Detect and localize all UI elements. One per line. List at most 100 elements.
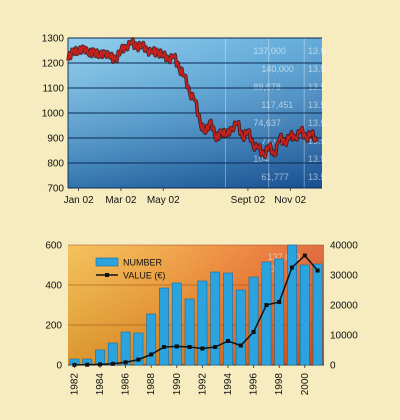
left-y-tick-label: 200 [45, 321, 62, 332]
value-point [290, 265, 294, 270]
background-number: 137,000 [253, 46, 286, 56]
x-axis-ticks: 1982 1984 1986 1988 1990 1992 1994 1996 1998 2000 [69, 365, 311, 396]
x-tick-label: Sept 02 [231, 195, 266, 206]
x-tick-label: 1992 [197, 373, 208, 396]
x-tick-label: 1986 [121, 373, 132, 396]
background-number: 13.5 [308, 46, 326, 56]
bar [197, 280, 208, 366]
background-number: 61,777 [261, 172, 289, 182]
right-y-tick-label: 20000 [330, 301, 358, 312]
right-y-axis-ticks: 0 10000 20000 30000 40000 [330, 241, 358, 372]
x-tick-label: Nov 02 [274, 195, 306, 206]
x-tick-label: 1996 [249, 373, 260, 396]
value-point [162, 345, 166, 349]
right-y-tick-label: 30000 [330, 271, 358, 282]
bar [287, 244, 297, 366]
x-tick-label: 1984 [95, 373, 106, 396]
x-tick-label: Jan 02 [64, 195, 94, 206]
y-tick-label: 700 [47, 184, 64, 195]
background-number: 13.5 [308, 154, 326, 164]
bar [223, 272, 233, 366]
background-number: 77,015 [261, 136, 289, 146]
value-point [315, 268, 320, 273]
background-number: 13.5 [308, 118, 326, 128]
x-tick-label: 1998 [274, 373, 285, 396]
value-point [238, 343, 243, 348]
right-y-tick-label: 40000 [330, 241, 358, 252]
background-number: 104 [253, 154, 268, 164]
y-axis-ticks: 700 800 900 1000 1100 1200 1300 [42, 34, 65, 195]
x-tick-label: Mar 02 [105, 195, 137, 206]
y-tick-label: 1200 [42, 59, 65, 70]
left-y-tick-label: 0 [56, 361, 62, 372]
bar [120, 331, 131, 366]
left-y-tick-label: 400 [45, 281, 62, 292]
bar [184, 298, 195, 366]
legend-swatch-bar [95, 257, 119, 267]
x-axis-ticks: Jan 02 Mar 02 May 02 Sept 02 Nov 02 [64, 188, 307, 206]
background-number: 137,000 [268, 252, 301, 262]
value-point [136, 357, 141, 362]
bar [107, 342, 118, 366]
bar [133, 332, 144, 366]
value-point [226, 339, 230, 343]
background-number: 89,678 [253, 82, 281, 92]
background-number: 13.5 [308, 82, 326, 92]
background-number: 13.5 [308, 64, 326, 74]
value-point [174, 344, 179, 349]
y-tick-label: 1300 [42, 34, 65, 45]
x-tick-label: 2000 [300, 373, 311, 396]
value-point [200, 346, 205, 351]
bar [248, 276, 259, 366]
x-tick-label: 1988 [146, 373, 157, 396]
value-point [110, 361, 115, 366]
left-y-axis-ticks: 0 200 400 600 [45, 241, 62, 372]
y-tick-label: 1100 [42, 84, 64, 95]
right-y-tick-label: 0 [330, 361, 336, 372]
value-point [213, 345, 218, 349]
legend: NUMBER VALUE (€) [95, 257, 165, 281]
background-number: 117,451 [261, 100, 293, 110]
value-point [149, 352, 154, 357]
value-point [302, 253, 307, 258]
background-number: 13.5 [308, 172, 326, 182]
bar [235, 289, 246, 366]
number-bars [69, 244, 323, 366]
y-tick-label: 900 [47, 134, 64, 145]
value-line-path [74, 254, 319, 366]
value-point [251, 330, 256, 334]
y-tick-label: 1000 [42, 109, 65, 120]
background-number: 13.5 [308, 100, 326, 110]
bar [146, 313, 157, 366]
bar [312, 263, 323, 366]
grid-lines [67, 37, 322, 189]
stock-line-chart: 137,000 140,000 89,678 117,451 74,637 77,015 1… [42, 34, 326, 207]
left-y-tick-label: 600 [45, 241, 62, 252]
right-y-tick-label: 10000 [330, 331, 358, 342]
legend-swatch-marker [105, 273, 109, 277]
background-number: 74,637 [253, 118, 281, 128]
value-point [72, 362, 77, 367]
y-tick-label: 800 [47, 159, 64, 170]
value-point [85, 362, 90, 367]
series-line [66, 37, 319, 159]
x-tick-label: May 02 [147, 195, 180, 206]
bar [274, 258, 285, 366]
x-tick-label: 1994 [223, 373, 234, 396]
x-tick-label: 1982 [69, 373, 80, 396]
value-point [277, 300, 282, 304]
bar [159, 287, 169, 366]
value-point [187, 345, 192, 349]
bar [171, 282, 182, 366]
bar [299, 264, 310, 366]
value-point [264, 303, 269, 307]
value-point [98, 362, 102, 367]
value-line [72, 253, 320, 367]
background-number: 140,000 [261, 64, 294, 74]
legend-label: NUMBER [123, 258, 163, 268]
series-line [67, 38, 318, 159]
x-tick-label: 1990 [172, 373, 183, 396]
bar [210, 271, 221, 366]
value-point [123, 360, 128, 365]
